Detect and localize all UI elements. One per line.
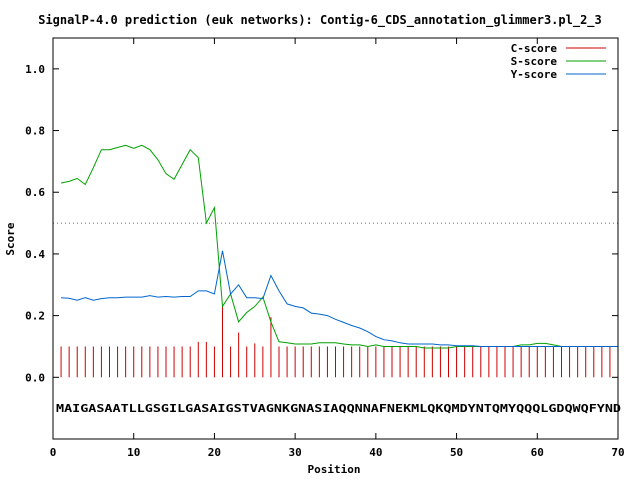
- y-score-line: [61, 250, 618, 347]
- x-tick-label: 0: [50, 446, 57, 459]
- x-tick-label: 40: [369, 446, 382, 459]
- y-tick-label: 0.6: [25, 186, 45, 199]
- score-lines: [61, 144, 618, 349]
- legend-c-score-label: C-score: [511, 42, 558, 55]
- legend-y-score-label: Y-score: [511, 68, 558, 81]
- y-tick-label: 0.2: [25, 310, 45, 323]
- legend: C-score S-score Y-score: [511, 42, 606, 81]
- x-ticks: 0 10 20 30 40 50 60 70: [50, 38, 625, 459]
- c-score-impulses: [60, 304, 619, 378]
- s-score-line: [61, 144, 618, 349]
- y-ticks: 0.0 0.2 0.4 0.6 0.8 1.0: [25, 63, 618, 384]
- x-tick-label: 30: [289, 446, 302, 459]
- chart-title: SignalP-4.0 prediction (euk networks): C…: [38, 13, 602, 28]
- y-tick-label: 0.4: [25, 248, 45, 261]
- y-tick-label: 1.0: [25, 63, 45, 76]
- y-tick-label: 0.8: [25, 125, 45, 138]
- x-axis-label: Position: [308, 463, 361, 476]
- legend-s-score-label: S-score: [511, 55, 558, 68]
- x-tick-label: 70: [611, 446, 624, 459]
- x-tick-label: 20: [208, 446, 221, 459]
- y-axis-label: Score: [4, 222, 17, 255]
- x-tick-label: 10: [127, 446, 140, 459]
- y-tick-label: 0.0: [25, 371, 45, 384]
- plot-frame: [52, 37, 619, 440]
- sequence-text: MAIGASAATLLGSGILGASAIGSTVAGNKGNASIAQQNNA…: [56, 403, 621, 415]
- x-tick-label: 50: [450, 446, 463, 459]
- x-tick-label: 60: [531, 446, 544, 459]
